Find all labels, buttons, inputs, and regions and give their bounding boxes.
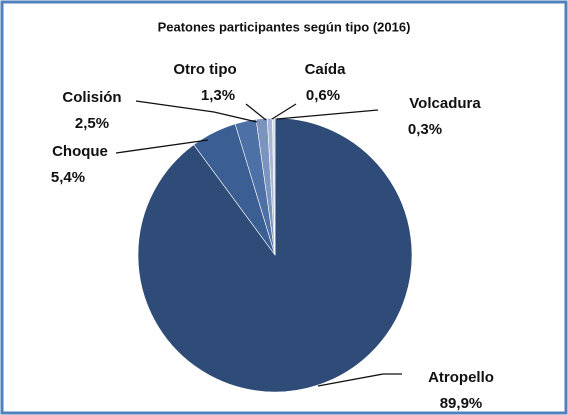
leader-line: [276, 109, 379, 120]
slice-value-label: 5,4%: [51, 169, 85, 186]
slice-label: Caída: [305, 61, 347, 78]
leader-line: [317, 373, 402, 387]
leader-line: [245, 103, 267, 121]
slice-value-label: 0,6%: [306, 87, 340, 104]
chart-title: Peatones participantes según tipo (2016): [158, 19, 411, 34]
leader-line: [135, 100, 258, 123]
slice-value-label: 2,5%: [75, 115, 109, 132]
slice-value-label: 89,9%: [440, 395, 483, 412]
slice-value-label: 0,3%: [408, 121, 442, 138]
slice-label: Choque: [52, 143, 108, 160]
slice-label: Atropello: [428, 369, 494, 386]
leader-line: [271, 103, 297, 120]
slice-value-label: 1,3%: [201, 87, 235, 104]
leader-line: [115, 139, 209, 154]
slice-label: Volcadura: [409, 95, 481, 112]
slice-label: Colisión: [62, 89, 121, 106]
slice-label: Otro tipo: [173, 61, 236, 78]
